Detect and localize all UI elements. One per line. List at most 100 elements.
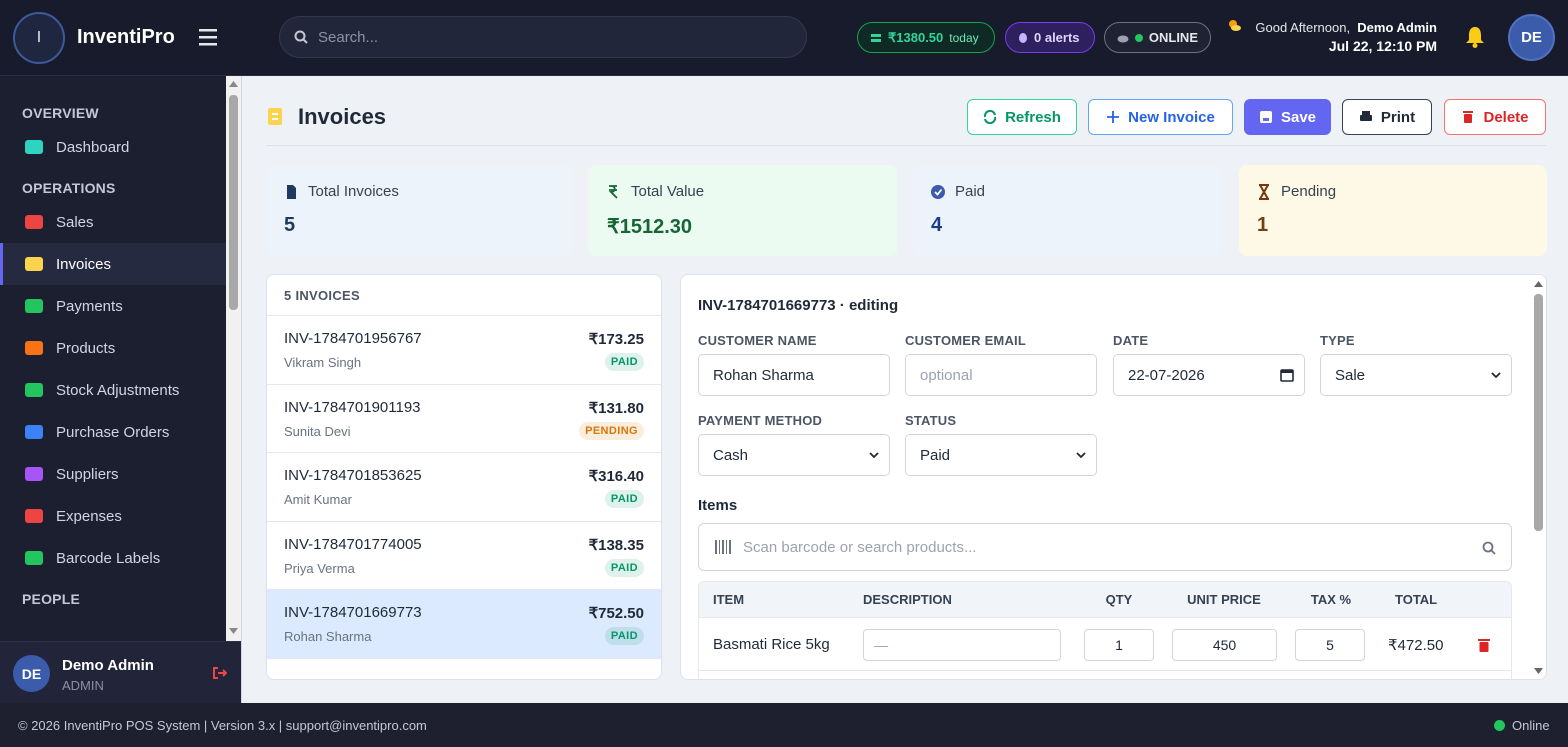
nav-item[interactable]: Dashboard	[0, 126, 226, 168]
nav-icon-shape	[25, 551, 43, 565]
nav-item[interactable]: Invoices	[0, 243, 226, 285]
greeting: Good Afternoon, Demo Admin Jul 22, 12:10…	[1255, 18, 1437, 56]
invoice-status: PAID	[604, 627, 644, 646]
editor-mode: · editing	[839, 297, 899, 314]
select-chevron	[869, 451, 879, 458]
item-search-placeholder: Scan barcode or search products...	[743, 538, 977, 556]
top-bar: I InventiPro Search... ₹1380.50 today 0 …	[0, 0, 1568, 76]
invoice-status: PAID	[604, 558, 644, 577]
item-description[interactable]: —	[863, 629, 1061, 661]
divider	[266, 145, 1546, 146]
button-label: Refresh	[1005, 108, 1061, 126]
field-input[interactable]: Cash	[698, 434, 890, 476]
remove-item-shape	[1479, 642, 1489, 652]
remove-item-shape	[1478, 639, 1490, 641]
nav-icon-shape	[25, 425, 43, 439]
stat-icon-shape	[1259, 183, 1269, 200]
field-input[interactable]: optional	[905, 354, 1097, 396]
field-input[interactable]: Rohan Sharma	[698, 354, 890, 396]
search-placeholder: Search...	[318, 28, 379, 46]
field-input[interactable]: Paid	[905, 434, 1097, 476]
invoice-list-item[interactable]: INV-1784701956767 ₹173.25 Vikram Singh PAID	[267, 316, 661, 385]
remove-item[interactable]	[1478, 638, 1490, 652]
stat-icon	[287, 184, 296, 199]
nav-item[interactable]: Purchase Orders	[0, 411, 226, 453]
main-content: Invoices Refresh New Invoice Save Print Dele…	[241, 76, 1568, 703]
item-search[interactable]: Scan barcode or search products...	[698, 523, 1512, 571]
field-label: PAYMENT METHOD	[698, 413, 823, 428]
field-input[interactable]: 22-07-2026	[1113, 354, 1305, 396]
notifications-bell[interactable]	[1465, 26, 1485, 48]
nav-icon	[25, 341, 43, 355]
alerts-pill[interactable]: 0 alerts	[1005, 22, 1095, 53]
footer: © 2026 InventiPro POS System | Version 3…	[0, 703, 1568, 747]
stat-icon-shape	[287, 184, 296, 199]
stat-card: Paid 4	[913, 165, 1221, 256]
nav-item[interactable]: Products	[0, 327, 226, 369]
column-header: ITEM	[713, 592, 745, 607]
stat-icon-shape	[934, 188, 943, 196]
select-chevron	[1076, 451, 1086, 458]
invoice-id: INV-1784701669773	[284, 604, 422, 622]
weather-icon	[1229, 20, 1241, 31]
invoice-amount: ₹316.40	[588, 468, 644, 486]
column-header: TOTAL	[1395, 592, 1438, 607]
nav-item[interactable]: Expenses	[0, 495, 226, 537]
invoice-amount: ₹752.50	[588, 605, 644, 623]
field-label: TYPE	[1320, 333, 1355, 348]
nav-icon	[25, 140, 43, 154]
editor-scroll-down[interactable]	[1534, 668, 1543, 674]
button-icon-shape	[1464, 114, 1473, 123]
toolbar-button[interactable]: Refresh	[967, 99, 1077, 135]
field-value: Paid	[920, 446, 951, 464]
stat-icon-shape	[608, 184, 618, 199]
stat-label-row: Pending	[1257, 183, 1529, 200]
toolbar-button[interactable]: New Invoice	[1088, 99, 1233, 135]
toolbar-button[interactable]: Save	[1244, 99, 1331, 135]
date-picker-icon-shape	[1281, 370, 1293, 373]
editor-scrollbar[interactable]	[1531, 275, 1546, 679]
field-input[interactable]: Sale	[1320, 354, 1512, 396]
item-search-icon	[1482, 541, 1496, 555]
menu-toggle[interactable]	[199, 28, 217, 46]
column-header: UNIT PRICE	[1187, 592, 1261, 607]
sidebar-user-name: Demo Admin	[62, 657, 154, 674]
invoice-list-item[interactable]: INV-1784701901193 ₹131.80 Sunita Devi PENDI…	[267, 385, 661, 454]
nav-item[interactable]: Payments	[0, 285, 226, 327]
stat-label-row: Total Value	[607, 183, 879, 200]
invoice-list-item[interactable]: INV-1784701774005 ₹138.35 Priya Verma PAID	[267, 522, 661, 591]
invoice-amount: ₹138.35	[588, 536, 644, 554]
nav-item[interactable]: Barcode Labels	[0, 537, 226, 579]
toolbar-button[interactable]: Print	[1342, 99, 1432, 135]
invoice-list-item[interactable]: INV-1784701853625 ₹316.40 Amit Kumar PAID	[267, 453, 661, 522]
button-icon	[1359, 111, 1372, 121]
search-box[interactable]: Search...	[279, 16, 807, 58]
editor-scroll-thumb[interactable]	[1534, 294, 1543, 531]
sales-today-pill[interactable]: ₹1380.50 today	[857, 22, 995, 53]
scroll-down[interactable]	[229, 628, 238, 634]
items-table-header: ITEM DESCRIPTION QTY UNIT PRICE TAX % TOTAL	[699, 582, 1511, 618]
nav-item[interactable]: Stock Adjustments	[0, 369, 226, 411]
toolbar-button[interactable]: Delete	[1444, 99, 1546, 135]
nav-icon	[25, 467, 43, 481]
nav-item[interactable]: Suppliers	[0, 453, 226, 495]
scroll-thumb[interactable]	[229, 95, 238, 310]
item-tax[interactable]: 5	[1295, 629, 1365, 661]
item-unit-price[interactable]: 450	[1172, 629, 1277, 661]
stat-label: Total Value	[631, 183, 705, 200]
nav-item[interactable]: Sales	[0, 201, 226, 243]
editor-scroll-up[interactable]	[1534, 281, 1543, 287]
logo[interactable]: I	[13, 12, 65, 64]
items-heading: Items	[698, 497, 738, 514]
items-table: ITEM DESCRIPTION QTY UNIT PRICE TAX % TOTAL B…	[698, 581, 1512, 679]
item-name: Basmati Rice 5kg	[713, 636, 830, 653]
field-label: CUSTOMER EMAIL	[905, 333, 1027, 348]
item-row: Basmati Rice 5kg — 1 450 5 ₹472.50	[699, 618, 1511, 671]
item-qty[interactable]: 1	[1084, 629, 1154, 661]
nav-icon	[25, 509, 43, 523]
scroll-up[interactable]	[229, 81, 238, 87]
logout-button[interactable]	[213, 667, 227, 679]
invoice-list-item[interactable]: INV-1784701669773 ₹752.50 Rohan Sharma PAID	[267, 590, 661, 659]
user-avatar[interactable]: DE	[1508, 14, 1555, 61]
sidebar-scrollbar[interactable]	[226, 76, 241, 641]
